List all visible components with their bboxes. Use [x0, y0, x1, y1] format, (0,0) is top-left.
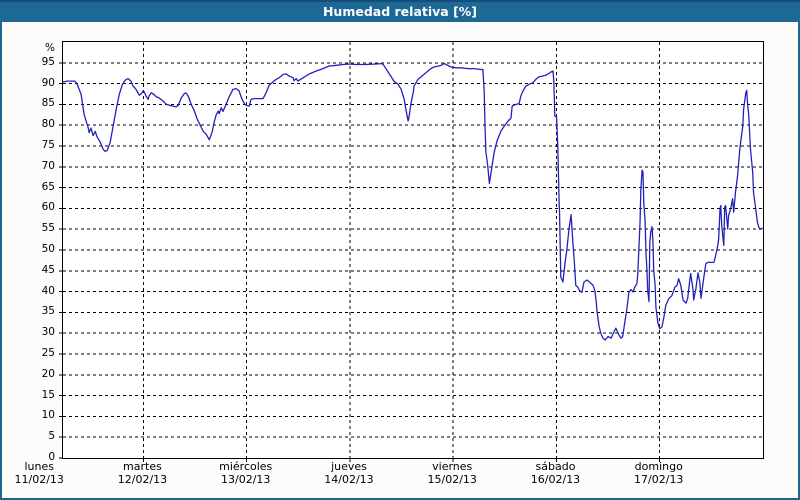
y-axis-tick-label: 15	[41, 388, 55, 401]
x-axis-label: domingo 17/02/13	[604, 460, 714, 486]
y-axis: 0 5 10 15 20 25 30 35 40 45 50 55 60 65 70 75 80 85 90 95%	[2, 41, 58, 463]
x-axis-label: jueves 14/02/13	[294, 460, 404, 486]
y-axis-tick-label: 60	[41, 201, 55, 214]
x-axis-day-name: miércoles	[219, 460, 273, 473]
y-axis-tick-label: 75	[41, 139, 55, 151]
y-axis-tick-label: 70	[41, 159, 55, 172]
x-axis-date: 16/02/13	[530, 473, 581, 486]
y-axis-tick-label: 45	[41, 263, 55, 276]
humidity-series-line	[62, 62, 763, 341]
x-axis-date: 12/02/13	[117, 473, 168, 486]
x-axis-day-name: lunes	[24, 460, 54, 473]
y-axis-tick-label: 30	[41, 326, 55, 339]
y-axis-tick-label: 5	[48, 430, 55, 443]
x-axis-label: sábado 16/02/13	[500, 460, 610, 486]
y-axis-tick-label: 0	[48, 451, 55, 463]
y-axis-tick-label: 80	[41, 118, 55, 131]
y-axis-tick-label: 55	[41, 222, 55, 235]
y-axis-tick-label: 20	[41, 367, 55, 380]
y-axis-tick-label: 50	[41, 243, 55, 255]
x-axis-date: 14/02/13	[324, 473, 374, 486]
x-axis-day-name: sábado	[535, 460, 576, 473]
x-axis-date: 13/02/13	[221, 473, 271, 486]
y-axis-tick-label: 85	[41, 97, 55, 110]
y-axis-tick-label: 40	[41, 284, 55, 297]
y-axis-tick-label: 65	[41, 180, 55, 193]
x-axis: lunes 11/02/13 martes 12/02/13 miércoles 13/0…	[2, 460, 798, 490]
y-axis-tick-label: 35	[41, 305, 55, 318]
title-bar: Humedad relativa [%]	[0, 0, 800, 22]
x-axis-date: 11/02/13	[14, 473, 64, 486]
x-axis-day-name: viernes	[432, 460, 473, 473]
page-title: Humedad relativa [%]	[322, 4, 478, 19]
chart-surface: 0 5 10 15 20 25 30 35 40 45 50 55 60 65 70 75 80 85 90 95% …	[2, 22, 798, 498]
x-axis-day-name: jueves	[331, 460, 367, 473]
y-axis-unit-label: %	[45, 42, 55, 54]
humidity-line-chart	[59, 42, 763, 462]
x-axis-label: martes 12/02/13	[87, 460, 197, 486]
x-axis-label: lunes 11/02/13	[0, 460, 94, 486]
y-axis-tick-label: 95	[41, 55, 55, 68]
x-axis-date: 17/02/13	[634, 473, 684, 486]
x-axis-label: miércoles 13/02/13	[191, 460, 301, 486]
x-axis-label: viernes 15/02/13	[397, 460, 507, 486]
x-axis-day-name: martes	[123, 460, 162, 473]
plot-area	[59, 41, 764, 462]
y-axis-tick-label: 10	[41, 409, 55, 422]
y-axis-tick-label: 90	[41, 76, 55, 89]
x-axis-date: 15/02/13	[427, 473, 477, 486]
y-axis-tick-label: 25	[41, 347, 55, 359]
x-axis-day-name: domingo	[634, 460, 683, 473]
